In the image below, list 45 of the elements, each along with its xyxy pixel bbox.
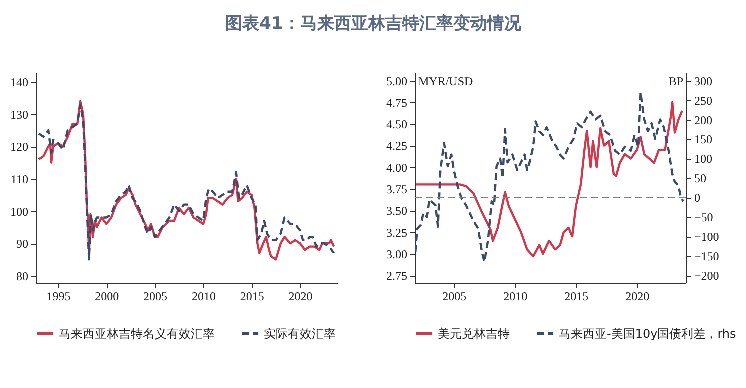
y2-tick-label: −50 — [694, 210, 714, 225]
y2-tick-label: −100 — [694, 230, 720, 244]
y2-tick-label: 50 — [694, 172, 706, 186]
y2-tick-label: −150 — [694, 250, 720, 264]
legend-label: 马来西亚林吉特名义有效汇率 — [59, 326, 215, 341]
y2-tick-label: 150 — [694, 132, 712, 147]
y2-tick-label: 250 — [694, 94, 712, 108]
x-tick-label: 2020 — [288, 290, 313, 304]
y-tick-label: 3.00 — [386, 247, 408, 262]
y-tick-label: 5.00 — [386, 74, 408, 88]
y2-axis-title: BP — [668, 74, 684, 88]
y2-tick-label: 200 — [694, 113, 712, 128]
y-tick-label: 80 — [16, 269, 28, 284]
y-tick-label: 90 — [16, 237, 28, 252]
y2-tick-label: 0 — [694, 191, 700, 206]
x-tick-label: 2015 — [564, 290, 589, 304]
y2-tick-label: 100 — [694, 152, 712, 166]
x-tick-label: 2015 — [240, 290, 264, 304]
x-tick-label: 2000 — [95, 290, 120, 304]
legend-label: 马来西亚-美国10y国债利差，rhs — [559, 326, 736, 341]
y2-tick-label: −200 — [694, 269, 720, 284]
x-tick-label: 1995 — [46, 290, 71, 304]
y-tick-label: 3.50 — [386, 204, 408, 218]
y-tick-label: 3.25 — [386, 226, 408, 240]
y-axis-title: MYR/USD — [418, 74, 474, 88]
y-tick-label: 130 — [10, 108, 28, 122]
y-tick-label: 100 — [10, 204, 28, 219]
text: 图表41：马来西亚林吉特汇率变动情况 — [226, 14, 522, 34]
y-tick-label: 110 — [10, 172, 28, 186]
legend-label: 实际有效汇率 — [264, 326, 336, 341]
x-tick-label: 2010 — [504, 290, 528, 304]
y-tick-label: 2.75 — [386, 269, 408, 284]
y-tick-label: 4.00 — [386, 160, 408, 175]
x-tick-label: 2020 — [626, 290, 650, 304]
y-tick-label: 4.50 — [386, 118, 408, 132]
y-tick-label: 3.75 — [386, 182, 408, 197]
legend-label: 美元兑林吉特 — [438, 326, 510, 341]
y-tick-label: 4.75 — [386, 96, 408, 110]
y-tick-label: 140 — [10, 76, 28, 90]
x-tick-label: 2005 — [144, 290, 168, 304]
y-tick-label: 4.25 — [386, 139, 408, 154]
y2-tick-label: 300 — [694, 74, 712, 88]
x-tick-label: 2005 — [442, 290, 467, 304]
x-tick-label: 2010 — [192, 290, 216, 304]
y-tick-label: 120 — [10, 140, 28, 154]
